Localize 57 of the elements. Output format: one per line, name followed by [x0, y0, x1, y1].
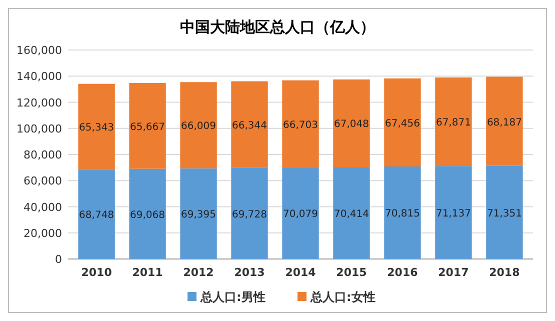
x-tick-label: 2018 [489, 266, 520, 279]
data-label: 69,068 [130, 210, 166, 221]
data-label: 69,395 [181, 210, 216, 221]
bar [435, 77, 472, 166]
data-label: 66,703 [283, 120, 318, 131]
data-label: 68,187 [486, 117, 522, 128]
x-tick-label: 2014 [285, 266, 316, 279]
y-tick-label: 60,000 [24, 174, 62, 188]
bar [129, 83, 166, 169]
bar [486, 166, 523, 259]
x-tick-label: 2017 [438, 266, 469, 279]
data-label: 71,351 [486, 208, 522, 220]
bar [78, 169, 115, 259]
data-label: 68,748 [79, 210, 114, 222]
data-label: 66,344 [232, 120, 268, 132]
legend-label: 总人口:男性 [200, 290, 266, 304]
chart-title: 中国大陆地区总人口（亿人） [180, 18, 375, 36]
y-tick-label: 160,000 [16, 44, 62, 57]
bar [435, 166, 472, 259]
x-tick-label: 2012 [183, 266, 214, 279]
data-label: 70,079 [283, 209, 318, 220]
bar [129, 168, 166, 259]
data-label: 67,871 [436, 118, 471, 129]
data-label: 65,343 [79, 122, 114, 134]
legend-label: 总人口:女性 [310, 290, 376, 304]
data-label: 69,728 [232, 209, 268, 220]
x-tick-label: 2011 [132, 266, 163, 279]
bar [384, 166, 421, 259]
x-tick-label: 2016 [387, 266, 418, 279]
x-tick-label: 2013 [234, 266, 265, 279]
x-tick-label: 2010 [81, 266, 112, 279]
bar [231, 168, 268, 259]
bar [231, 81, 268, 168]
data-label: 66,009 [181, 121, 216, 132]
bar [333, 167, 370, 259]
data-label: 70,815 [384, 208, 420, 220]
data-label: 70,414 [334, 209, 369, 220]
bar [180, 168, 217, 259]
y-tick-label: 140,000 [16, 70, 62, 84]
bar [282, 167, 319, 259]
bar [333, 79, 370, 168]
y-tick-label: 0 [55, 253, 62, 266]
bar [282, 80, 319, 168]
data-label: 65,667 [130, 122, 166, 133]
x-tick-label: 2015 [336, 266, 367, 279]
y-tick-label: 20,000 [24, 226, 62, 240]
bar [486, 76, 523, 166]
y-tick-label: 40,000 [24, 200, 62, 214]
y-tick-label: 120,000 [16, 96, 62, 110]
bar [78, 84, 115, 170]
data-label: 71,137 [436, 208, 471, 220]
data-label: 67,456 [384, 118, 420, 130]
y-tick-label: 100,000 [16, 122, 62, 136]
bar [180, 82, 217, 168]
bar [384, 78, 421, 166]
y-tick-label: 80,000 [24, 148, 62, 162]
data-label: 67,048 [334, 119, 369, 130]
